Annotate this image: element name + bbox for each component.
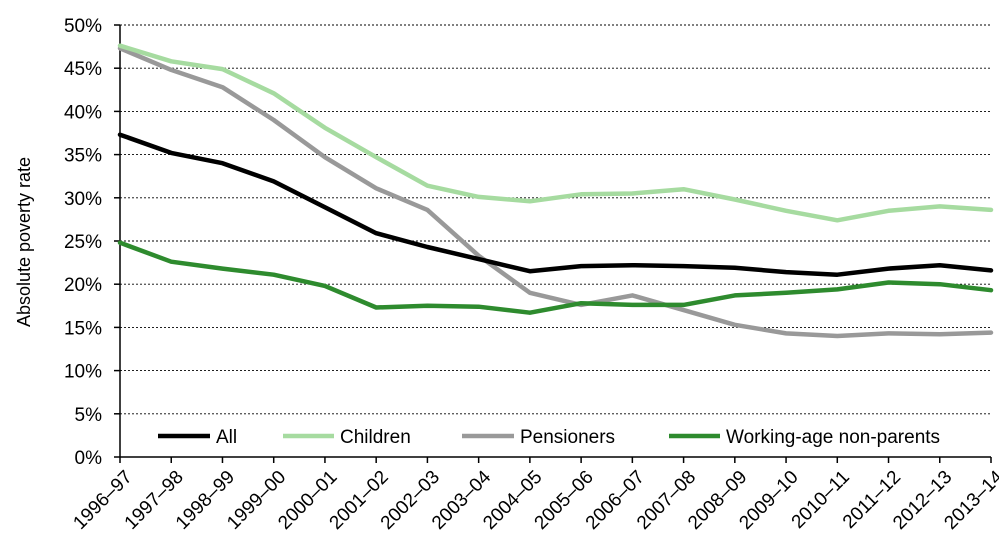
y-tick-labels: 0% 5% 10% 15% 20% 25% 30% 35% 40% 45% 50% — [64, 16, 102, 469]
grid-lines — [120, 24, 991, 415]
y-tick-label: 25% — [64, 232, 102, 253]
y-tick-label: 0% — [75, 448, 103, 469]
legend: All Children Pensioners Working-age non-par… — [158, 427, 940, 448]
legend-label: Working-age non-parents — [726, 427, 940, 448]
y-tick-label: 20% — [64, 275, 102, 296]
y-tick-label: 30% — [64, 189, 102, 210]
y-tick-label: 45% — [64, 59, 102, 80]
y-tick-label: 50% — [64, 16, 102, 37]
y-tick-label: 35% — [64, 146, 102, 167]
series-line-0 — [117, 132, 994, 277]
legend-label: Children — [340, 427, 411, 448]
series-lines — [117, 43, 994, 339]
series-line-3 — [117, 240, 994, 315]
axes — [114, 24, 992, 463]
legend-label: Pensioners — [520, 427, 615, 448]
y-tick-label: 5% — [75, 405, 103, 426]
y-tick-label: 10% — [64, 362, 102, 383]
series-line-2 — [117, 46, 994, 339]
y-tick-label: 15% — [64, 318, 102, 339]
y-tick-label: 40% — [64, 102, 102, 123]
series-line-1 — [117, 43, 994, 223]
x-tick-labels: 1996–971997–981998–991999–002000–012001–… — [69, 466, 999, 533]
legend-label: All — [216, 427, 237, 448]
y-axis-title: Absolute poverty rate — [14, 157, 34, 327]
